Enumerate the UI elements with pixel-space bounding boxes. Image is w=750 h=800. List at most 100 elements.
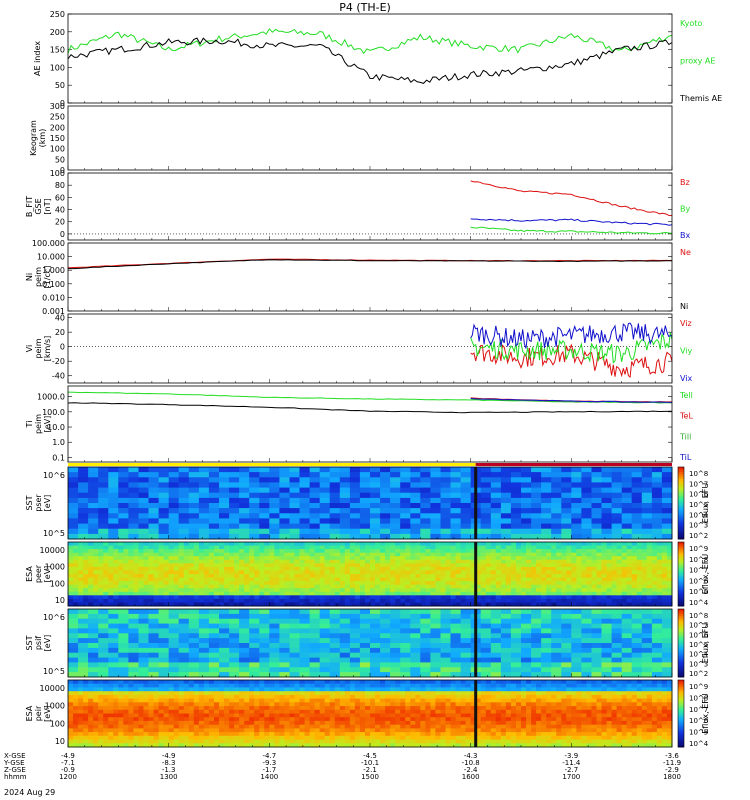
colorbar-tick-label: 10^7 bbox=[689, 567, 708, 575]
heatmap-cell bbox=[667, 570, 673, 575]
heatmap-cell bbox=[208, 652, 220, 659]
heatmap-cell bbox=[153, 584, 160, 589]
heatmap-cell bbox=[118, 724, 124, 729]
heatmap-cell bbox=[425, 552, 431, 557]
heatmap-cell bbox=[319, 581, 326, 586]
heatmap-cell bbox=[495, 588, 502, 593]
heatmap-cell bbox=[158, 735, 165, 740]
heatmap-cell bbox=[385, 577, 391, 582]
heatmap-cell bbox=[319, 638, 331, 644]
heatmap-cell bbox=[83, 581, 89, 586]
heatmap-cell bbox=[440, 643, 452, 649]
heatmap-cell bbox=[168, 487, 180, 494]
heatmap-cell bbox=[98, 687, 104, 692]
heatmap-cell bbox=[143, 680, 149, 685]
heatmap-cell bbox=[445, 570, 451, 575]
heatmap-cell bbox=[73, 545, 79, 550]
heatmap-cell bbox=[214, 680, 220, 685]
legend-label: Vix bbox=[680, 374, 693, 383]
heatmap-cell bbox=[591, 559, 597, 564]
heatmap-cell bbox=[108, 609, 119, 615]
heatmap-cell bbox=[168, 513, 180, 519]
heatmap-cell bbox=[188, 623, 200, 629]
heatmap-cell bbox=[244, 595, 250, 600]
heatmap-cell bbox=[370, 497, 381, 504]
heatmap-cell bbox=[616, 570, 623, 575]
heatmap-cell bbox=[193, 542, 200, 547]
heatmap-cell bbox=[244, 588, 250, 593]
heatmap-cell bbox=[591, 623, 603, 629]
heatmap-cell bbox=[500, 487, 512, 494]
heatmap-cell bbox=[621, 563, 628, 568]
heatmap-cell bbox=[259, 638, 270, 644]
heatmap-cell bbox=[289, 618, 301, 625]
heatmap-cell bbox=[269, 652, 280, 659]
heatmap-cell bbox=[198, 691, 205, 696]
heatmap-cell bbox=[531, 542, 537, 547]
heatmap-cell bbox=[450, 528, 462, 535]
heatmap-cell bbox=[430, 549, 436, 554]
heatmap-cell bbox=[651, 549, 658, 554]
heatmap-cell bbox=[601, 633, 613, 639]
legend-label: Viy bbox=[680, 347, 693, 356]
heatmap-cell bbox=[193, 713, 200, 718]
heatmap-cell bbox=[208, 717, 215, 722]
heatmap-cell bbox=[168, 657, 180, 663]
heatmap-cell bbox=[78, 523, 89, 530]
heatmap-cell bbox=[601, 638, 613, 644]
heatmap-cell bbox=[440, 574, 446, 579]
heatmap-cell bbox=[299, 552, 305, 557]
heatmap-cell bbox=[138, 513, 150, 519]
heatmap-cell bbox=[490, 672, 502, 678]
heatmap-cell bbox=[88, 720, 94, 726]
heatmap-cell bbox=[651, 613, 663, 620]
heatmap-cell bbox=[450, 487, 462, 494]
heatmap-cell bbox=[516, 588, 522, 593]
heatmap-cell bbox=[450, 581, 456, 586]
heatmap-cell bbox=[73, 549, 79, 554]
heatmap-cell bbox=[88, 492, 99, 499]
heatmap-cell bbox=[646, 581, 653, 586]
heatmap-cell bbox=[113, 577, 119, 582]
heatmap-cell bbox=[601, 533, 613, 540]
heatmap-cell bbox=[108, 467, 119, 473]
heatmap-cell bbox=[229, 556, 235, 561]
heatmap-cell bbox=[651, 556, 658, 561]
heatmap-cell bbox=[309, 533, 321, 540]
heatmap-cell bbox=[168, 724, 175, 729]
heatmap-cell bbox=[536, 563, 542, 568]
heatmap-cell bbox=[485, 591, 492, 596]
heatmap-cell bbox=[269, 508, 280, 514]
heatmap-cell bbox=[259, 523, 270, 530]
heatmap-cell bbox=[661, 672, 673, 678]
heatmap-cell bbox=[445, 545, 451, 550]
heatmap-cell bbox=[78, 545, 84, 550]
heatmap-cell bbox=[118, 702, 124, 707]
heatmap-cell bbox=[188, 652, 200, 659]
heatmap-cell bbox=[450, 508, 462, 514]
heatmap-cell bbox=[93, 709, 99, 714]
heatmap-cell bbox=[651, 563, 658, 568]
heatmap-cell bbox=[641, 487, 653, 494]
heatmap-cell bbox=[510, 508, 522, 514]
heatmap-cell bbox=[224, 584, 230, 589]
heatmap-cell bbox=[339, 638, 351, 644]
y-axis-label: ESA bbox=[25, 566, 34, 582]
heatmap-cell bbox=[571, 667, 582, 673]
heatmap-cell bbox=[138, 698, 144, 703]
heatmap-cell bbox=[138, 552, 144, 557]
heatmap-cell bbox=[133, 549, 139, 554]
heatmap-cell bbox=[284, 598, 290, 603]
heatmap-cell bbox=[299, 477, 311, 483]
heatmap-cell bbox=[576, 581, 582, 586]
heatmap-cell bbox=[621, 482, 633, 488]
colorbar-tick-label: 10^4 bbox=[689, 599, 709, 607]
heatmap-cell bbox=[395, 570, 401, 575]
heatmap-cell bbox=[229, 657, 240, 663]
heatmap-cell bbox=[93, 591, 99, 596]
heatmap-cell bbox=[616, 588, 623, 593]
heatmap-cell bbox=[329, 542, 336, 547]
heatmap-cell bbox=[531, 556, 537, 561]
heatmap-cell bbox=[601, 528, 613, 535]
heatmap-cell bbox=[516, 552, 522, 557]
